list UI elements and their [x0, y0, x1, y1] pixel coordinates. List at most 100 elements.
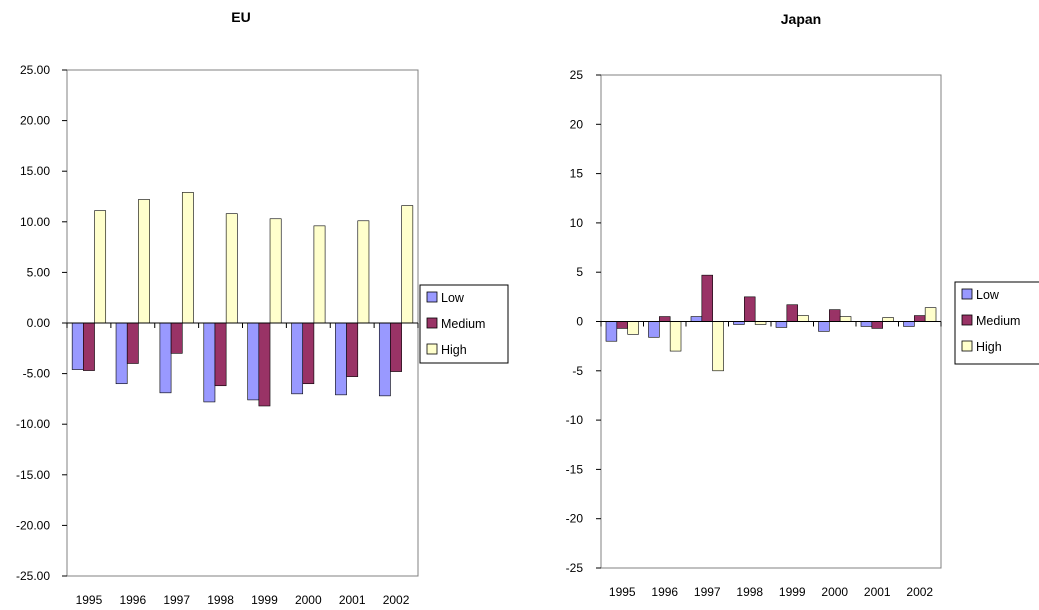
japan-bar-medium	[829, 309, 841, 322]
japan-legend-swatch-medium	[961, 314, 973, 326]
japan-bar-low	[648, 321, 660, 338]
eu-bar-low	[378, 322, 391, 397]
japan-chart-title: Japan	[781, 11, 821, 27]
eu-ytick-label: -20.00	[16, 518, 50, 532]
eu-legend-label-low: Low	[441, 291, 465, 305]
eu-ytick-label: -5.00	[23, 367, 51, 381]
japan-bar-high	[712, 321, 724, 372]
eu-bar-high	[269, 218, 282, 324]
japan-ytick-label: 10	[570, 216, 584, 230]
japan-bar-high	[924, 307, 937, 322]
japan-category-label: 2002	[906, 585, 933, 599]
japan-category-label: 2001	[864, 585, 891, 599]
eu-bar-medium	[390, 322, 402, 372]
eu-bar-low	[71, 322, 84, 370]
eu-ytick-label: 20.00	[20, 114, 50, 128]
japan-ytick-label: 20	[570, 117, 584, 131]
japan-bar-low	[690, 316, 703, 322]
japan-ytick-label: 25	[570, 68, 584, 82]
japan-ytick-label: -20	[566, 512, 584, 526]
eu-bar-high	[138, 199, 150, 324]
japan-category-label: 1998	[736, 585, 763, 599]
eu-category-label: 1996	[119, 593, 146, 607]
eu-legend-swatch-low	[426, 291, 438, 303]
japan-legend-label-medium: Medium	[976, 314, 1020, 328]
eu-legend-swatch-high	[426, 343, 438, 355]
eu-ytick-label: -25.00	[16, 569, 50, 583]
japan-category-label: 1999	[779, 585, 806, 599]
japan-ytick-label: -25	[566, 561, 584, 575]
japan-bar-medium	[659, 316, 671, 322]
japan-bar-medium	[871, 321, 883, 329]
eu-bar-high	[357, 220, 370, 324]
japan-bar-medium	[786, 304, 798, 322]
japan-bar-high	[797, 315, 809, 322]
eu-ytick-label: 5.00	[27, 265, 51, 279]
eu-chart-title: EU	[231, 9, 250, 25]
eu-ytick-label: 15.00	[20, 164, 50, 178]
eu-bar-low	[247, 322, 260, 401]
eu-category-label: 2000	[295, 593, 322, 607]
eu-ytick-label: 25.00	[20, 63, 50, 77]
japan-ytick-label: -5	[572, 364, 583, 378]
eu-bar-medium	[346, 322, 359, 377]
japan-chart: Japan 25 20 15 10 5 0 -5 -10 -15 -20 -25 1995 1996 199…	[566, 11, 1039, 599]
eu-ytick-label: 0.00	[27, 316, 51, 330]
eu-bar-low	[335, 322, 347, 396]
eu-bar-medium	[214, 322, 227, 387]
japan-bar-medium	[744, 296, 756, 322]
eu-category-label: 1995	[76, 593, 103, 607]
eu-bar-low	[291, 322, 304, 395]
japan-legend-label-high: High	[976, 340, 1002, 354]
eu-bar-medium	[258, 322, 271, 407]
japan-bar-low	[903, 321, 915, 327]
eu-legend-label-medium: Medium	[441, 317, 485, 331]
eu-ytick-label: -15.00	[16, 468, 50, 482]
eu-ytick-label: 10.00	[20, 215, 50, 229]
eu-chart: EU 25.00 20.00 15.00 10.00 5.00 0.00 -5.00 -10.0…	[16, 9, 509, 607]
japan-ytick-label: 15	[570, 167, 584, 181]
eu-category-label: 1999	[251, 593, 278, 607]
japan-ytick-label: 0	[576, 315, 583, 329]
japan-legend-label-low: Low	[976, 288, 1000, 302]
japan-category-label: 1997	[694, 585, 721, 599]
eu-legend-label-high: High	[441, 343, 467, 357]
eu-bar-medium	[302, 322, 315, 385]
japan-bar-low	[860, 321, 873, 327]
japan-bar-medium	[914, 315, 926, 322]
japan-ytick-label: -10	[566, 413, 584, 427]
eu-bar-medium	[170, 322, 183, 354]
japan-bar-low	[775, 321, 788, 328]
japan-ytick-label: 5	[576, 265, 583, 279]
eu-bar-medium	[126, 322, 139, 364]
eu-bar-high	[225, 213, 238, 324]
japan-legend-swatch-low	[961, 288, 973, 300]
eu-bar-medium	[83, 322, 95, 371]
eu-bar-high	[181, 192, 194, 324]
eu-category-label: 1997	[163, 593, 190, 607]
japan-bar-medium	[701, 274, 713, 322]
japan-category-label: 2000	[821, 585, 848, 599]
japan-category-label: 1995	[609, 585, 636, 599]
japan-bar-high	[839, 316, 852, 322]
eu-bar-low	[115, 322, 128, 385]
japan-bar-high	[882, 317, 894, 322]
japan-bar-high	[627, 321, 639, 335]
eu-legend-swatch-medium	[426, 317, 438, 329]
eu-bar-high	[313, 225, 326, 324]
japan-bar-low	[605, 321, 618, 342]
eu-ytick-label: -10.00	[16, 417, 50, 431]
japan-bar-medium	[616, 321, 628, 329]
eu-bar-low	[159, 322, 172, 394]
eu-category-label: 2002	[383, 593, 410, 607]
japan-bar-high	[669, 321, 682, 352]
eu-bar-high	[94, 210, 107, 324]
eu-category-label: 2001	[339, 593, 366, 607]
japan-ytick-label: -15	[566, 462, 584, 476]
eu-bar-low	[203, 322, 216, 403]
japan-legend-swatch-high	[961, 340, 973, 352]
eu-category-label: 1998	[207, 593, 234, 607]
eu-bar-high	[401, 205, 414, 324]
japan-category-label: 1996	[651, 585, 678, 599]
